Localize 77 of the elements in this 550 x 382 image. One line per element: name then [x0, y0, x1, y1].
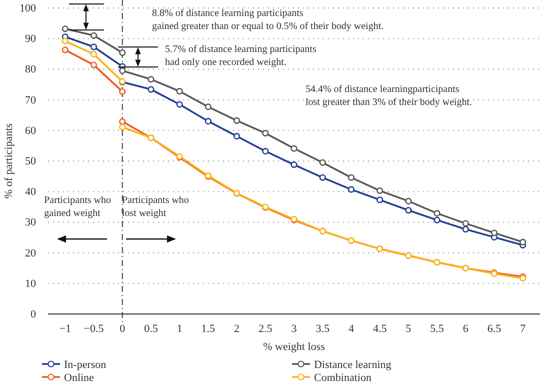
x-tick-label: 2.5 — [258, 322, 273, 335]
point — [204, 104, 212, 110]
y-tick-label: 70 — [25, 94, 36, 106]
x-tick-label: 2 — [234, 322, 240, 335]
legend-label: Combination — [314, 372, 372, 382]
legend-label: In-person — [64, 359, 107, 371]
point — [290, 161, 298, 168]
point — [262, 148, 269, 154]
point — [520, 238, 526, 246]
x-tick-label: −1 — [59, 322, 72, 335]
y-axis-title: % of participants — [3, 123, 15, 199]
point — [348, 174, 355, 181]
point — [148, 86, 154, 93]
point — [148, 76, 154, 83]
y-tick-label: 60 — [25, 124, 36, 137]
annotation: 54.4% of distance learningparticipants lost greater than 3% of their body weight. — [305, 84, 472, 108]
point — [176, 88, 183, 95]
x-tick-label: 3.5 — [316, 322, 330, 335]
point — [319, 174, 326, 181]
point — [290, 145, 298, 152]
point — [262, 130, 269, 136]
point — [119, 49, 126, 56]
point — [62, 38, 68, 44]
y-tick-label: 80 — [25, 64, 36, 76]
x-tick-label: 6 — [462, 322, 469, 335]
y-tick-label: 20 — [25, 247, 36, 260]
point — [462, 220, 469, 227]
point — [119, 67, 126, 74]
point — [119, 124, 126, 130]
point — [376, 196, 384, 204]
x-tick-label: 5 — [406, 322, 412, 335]
y-tick-label: 90 — [25, 33, 36, 46]
point — [119, 118, 126, 125]
point — [405, 198, 412, 204]
point — [119, 88, 126, 95]
point — [319, 159, 326, 166]
annotation: 5.7% of distance learning participants had only one recorded weight. — [165, 44, 316, 68]
x-tick-label: 4.5 — [372, 322, 388, 335]
x-tick-label: 6.5 — [487, 322, 502, 335]
point — [90, 62, 98, 68]
annotation: Participants who gained weight — [44, 195, 111, 219]
x-axis-title: % weight loss — [263, 341, 325, 353]
y-tick-label: 100 — [20, 2, 36, 15]
point — [376, 187, 384, 194]
point — [204, 118, 212, 125]
point — [233, 117, 240, 124]
x-tick-label: 1.5 — [201, 322, 216, 335]
y-tick-label: 10 — [25, 278, 36, 290]
x-tick-label: 7 — [520, 322, 526, 335]
point — [348, 186, 355, 193]
point — [62, 46, 68, 54]
y-tick-label: 50 — [25, 156, 36, 168]
point — [90, 32, 98, 39]
point — [90, 50, 98, 58]
point — [176, 101, 183, 108]
point — [462, 226, 469, 233]
point — [90, 44, 98, 50]
annotation: Participants who lost weight — [122, 195, 189, 219]
x-tick-label: 0.5 — [144, 322, 158, 335]
y-tick-label: 30 — [25, 216, 36, 229]
x-tick-label: 3 — [291, 322, 298, 335]
x-tick-label: −0.5 — [84, 322, 104, 335]
point — [434, 216, 440, 224]
x-tick-label: 4 — [348, 322, 354, 335]
point — [434, 210, 440, 217]
legend-label: Distance learning — [314, 359, 392, 371]
y-tick-label: 0 — [30, 308, 36, 321]
annotation: 8.8% of distance learning participants gained greater than or equal to 0.5% of their body weight. — [152, 8, 384, 32]
legend-label: Online — [64, 372, 94, 382]
y-tick-label: 40 — [25, 186, 36, 198]
x-tick-label: 1 — [176, 322, 182, 335]
x-tick-label: 5.5 — [430, 322, 444, 335]
point — [62, 26, 68, 32]
point — [490, 230, 498, 236]
point — [233, 132, 240, 140]
x-tick-label: 0 — [120, 322, 126, 335]
point — [405, 206, 412, 214]
